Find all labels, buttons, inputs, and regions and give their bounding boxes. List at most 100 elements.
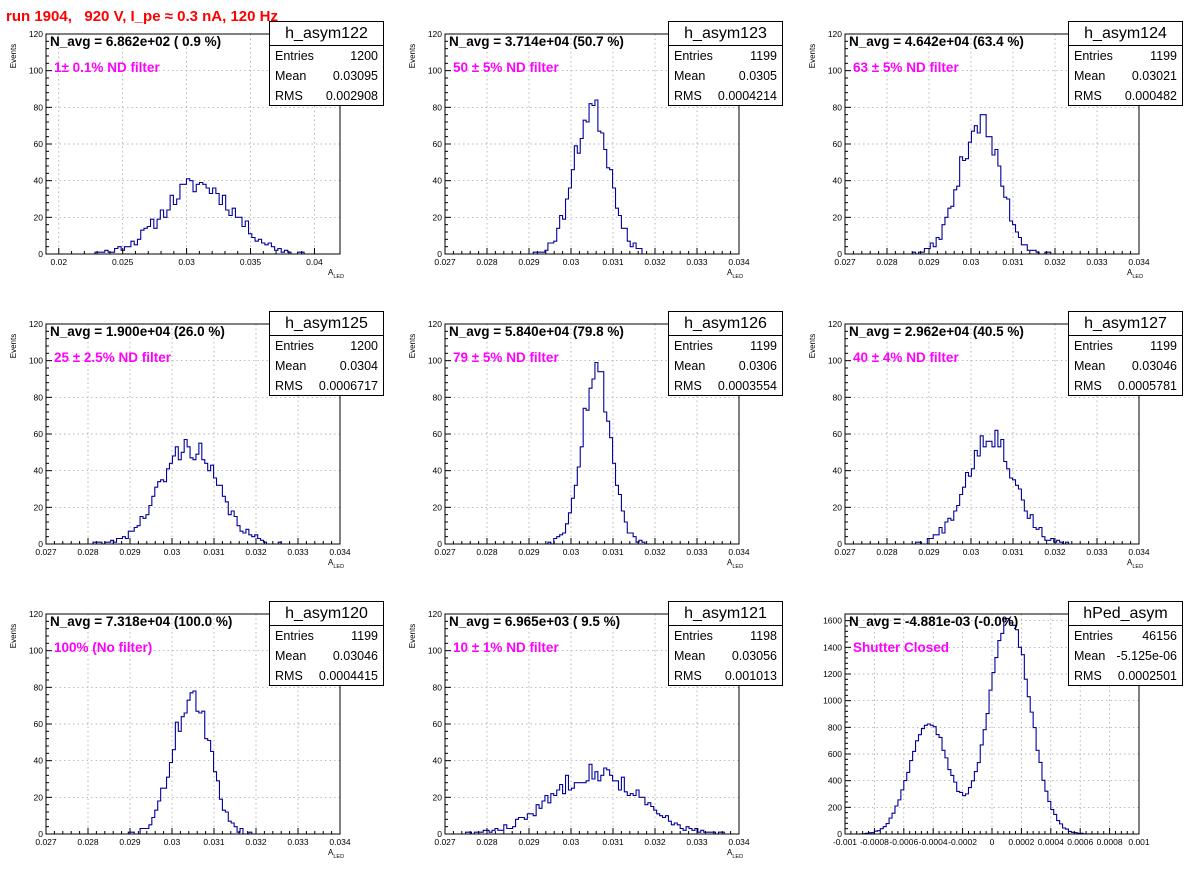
stats-value: 0.0305 (738, 69, 777, 83)
histogram-svg: 0.027 0.028 0.029 0.03 0.031 0.032 0.033 0.034 0… (408, 319, 750, 570)
x-tick-label: 0.03 (563, 837, 580, 847)
x-tick-label: 0.028 (476, 547, 498, 557)
stats-label: Mean (275, 649, 307, 663)
y-tick-label: 20 (34, 502, 44, 512)
x-tick-label: 0.03 (164, 547, 181, 557)
stats-row-entries: Entries 1199 (669, 46, 782, 66)
stats-row-entries: Entries 1199 (669, 336, 782, 356)
stats-value: 0.000482 (1124, 89, 1177, 103)
y-tick-label: 0 (437, 539, 442, 549)
y-axis-title: Events (9, 624, 18, 648)
y-tick-label: 40 (34, 756, 44, 766)
y-tick-label: 1200 (823, 669, 842, 679)
x-tick-label: 0.027 (434, 547, 456, 557)
histogram-line (845, 617, 1139, 835)
stats-box: hPed_asym Entries 46156 Mean -5.125e-06 RMS 0.… (1068, 601, 1183, 686)
x-tick-label: 0.031 (602, 547, 624, 557)
x-tick-label: -0.0002 (948, 837, 977, 847)
stats-label: RMS (1074, 379, 1102, 393)
stats-row-entries: Entries 1199 (270, 626, 383, 646)
x-tick-label: 0.034 (1128, 547, 1150, 557)
stats-row-rms: RMS 0.002908 (270, 86, 383, 106)
stats-label: Entries (674, 629, 713, 643)
stats-value: 0.03056 (731, 649, 777, 663)
y-axis-title: Events (9, 334, 18, 358)
x-tick-label: 0.03 (963, 547, 980, 557)
x-tick-label: 0.034 (728, 257, 750, 267)
y-tick-label: 20 (34, 212, 44, 222)
x-tick-label: -0.0006 (889, 837, 918, 847)
histogram-name: h_asym121 (669, 602, 782, 626)
stats-row-rms: RMS 0.0006717 (270, 376, 383, 396)
x-tick-label: 0.032 (245, 547, 267, 557)
stats-label: Mean (674, 69, 706, 83)
stats-value: 0.0002501 (1117, 669, 1177, 683)
n-avg-annotation: N_avg = 6.862e+02 ( 0.9 %) (50, 34, 222, 49)
stats-value: 0.002908 (325, 89, 378, 103)
x-tick-label: 0.031 (1002, 257, 1024, 267)
histogram-pad: 0.027 0.028 0.029 0.03 0.031 0.032 0.033 0.034 0… (803, 311, 1196, 579)
stats-row-mean: Mean 0.03056 (669, 646, 782, 666)
stats-row-rms: RMS 0.001013 (669, 666, 782, 686)
x-tick-label: 0.03 (164, 837, 181, 847)
y-tick-label: 60 (34, 139, 44, 149)
y-tick-label: 600 (828, 749, 842, 759)
y-tick-label: 100 (29, 646, 43, 656)
y-tick-label: 0 (38, 539, 43, 549)
x-tick-label: 0.034 (329, 547, 351, 557)
y-tick-label: 0 (437, 249, 442, 259)
y-tick-label: 1000 (823, 696, 842, 706)
y-tick-label: 0 (38, 829, 43, 839)
x-tick-label: 0.033 (686, 547, 708, 557)
stats-label: Mean (1074, 69, 1106, 83)
x-tick-label: 0.028 (77, 837, 99, 847)
stats-label: RMS (275, 379, 303, 393)
x-tick-label: 0.0004 (1038, 837, 1064, 847)
y-tick-label: 400 (828, 776, 842, 786)
y-tick-label: 20 (433, 792, 443, 802)
y-tick-label: 200 (828, 802, 842, 812)
stats-label: RMS (674, 379, 702, 393)
y-tick-label: 20 (34, 792, 44, 802)
x-tick-label: 0.027 (35, 547, 57, 557)
histogram-svg: 0.027 0.028 0.029 0.03 0.031 0.032 0.033 0.034 0… (808, 319, 1150, 570)
stats-label: Mean (275, 69, 307, 83)
x-tick-label: 0.033 (287, 837, 309, 847)
x-tick-label: 0.034 (329, 837, 351, 847)
y-tick-label: 40 (433, 756, 443, 766)
stats-row-rms: RMS 0.0005781 (1069, 376, 1182, 396)
stats-box: h_asym124 Entries 1199 Mean 0.03021 RMS 0.0004… (1068, 21, 1183, 106)
filter-label: 100% (No filter) (54, 640, 153, 655)
stats-row-rms: RMS 0.0004415 (270, 666, 383, 686)
stats-value: 0.0004214 (717, 89, 777, 103)
x-tick-label: 0.029 (518, 257, 540, 267)
n-avg-annotation: N_avg = 3.714e+04 (50.7 %) (449, 34, 624, 49)
histogram-line (445, 99, 739, 255)
y-tick-label: 100 (428, 646, 442, 656)
stats-row-mean: Mean 0.0304 (270, 356, 383, 376)
x-axis-title: ALED (328, 558, 344, 570)
y-tick-label: 60 (433, 719, 443, 729)
stats-row-mean: Mean 0.0305 (669, 66, 782, 86)
stats-value: 1200 (350, 49, 378, 63)
stats-value: 1199 (750, 339, 777, 353)
x-tick-label: 0.02 (51, 257, 68, 267)
y-tick-label: 40 (433, 176, 443, 186)
x-tick-label: 0.027 (834, 257, 856, 267)
x-axis-title: ALED (328, 848, 344, 860)
x-tick-label: 0.028 (876, 547, 898, 557)
histogram-pad: 0.027 0.028 0.029 0.03 0.031 0.032 0.033 0.034 0… (4, 311, 397, 579)
stats-label: Mean (275, 359, 307, 373)
histogram-svg: 0.027 0.028 0.029 0.03 0.031 0.032 0.033 0.034 0… (408, 29, 750, 280)
y-tick-label: 60 (433, 429, 443, 439)
x-tick-label: 0.029 (119, 547, 141, 557)
stats-value: 1199 (351, 629, 378, 643)
stats-row-mean: Mean -5.125e-06 (1069, 646, 1182, 666)
filter-label: 25 ± 2.5% ND filter (54, 350, 171, 365)
y-tick-label: 0 (38, 249, 43, 259)
x-tick-label: 0.027 (35, 837, 57, 847)
y-tick-label: 20 (833, 212, 843, 222)
y-tick-label: 100 (828, 356, 842, 366)
y-tick-label: 80 (34, 392, 44, 402)
x-axis-title: ALED (727, 558, 743, 570)
